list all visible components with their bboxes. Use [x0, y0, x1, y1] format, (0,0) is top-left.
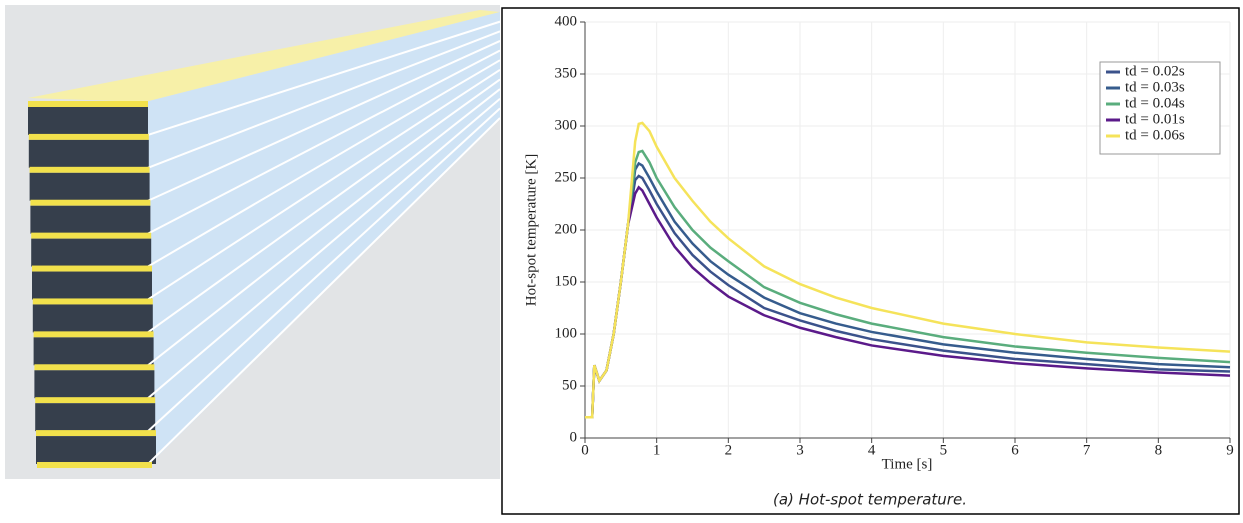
layer-edge: [147, 107, 501, 432]
yellow-strip: [36, 430, 156, 437]
dark-slab: [33, 337, 154, 366]
dark-slab: [31, 238, 152, 267]
yellow-strip: [33, 331, 154, 338]
yellow-strip: [32, 265, 152, 272]
legend-box: [1099, 61, 1221, 155]
x-tick-label: 3: [796, 442, 804, 458]
yellow-strip: [31, 232, 152, 239]
x-tick-label: 1: [653, 442, 661, 458]
x-tick-label: 9: [1226, 442, 1234, 458]
legend-label: td = 0.01s: [1125, 111, 1185, 127]
yellow-strip: [29, 166, 150, 173]
y-tick-label: 150: [555, 273, 578, 289]
top-face: [28, 10, 500, 102]
x-tick-label: 0: [581, 442, 589, 458]
x-tick-label: 7: [1083, 442, 1091, 458]
yellow-strip: [30, 199, 151, 206]
x-tick-label: 8: [1155, 442, 1163, 458]
y-tick-label: 50: [562, 377, 577, 393]
yellow-strip: [37, 462, 152, 468]
y-tick-label: 350: [555, 65, 578, 81]
y-tick-label: 100: [555, 325, 578, 341]
x-tick-label: 6: [1011, 442, 1019, 458]
side-face: [145, 12, 500, 464]
yellow-strip: [28, 133, 149, 140]
y-tick-label: 200: [555, 221, 578, 237]
y-tick-label: 400: [555, 13, 578, 29]
y-tick-label: 0: [570, 429, 578, 445]
yellow-strip: [35, 397, 156, 404]
layer-edge: [147, 39, 501, 202]
yellow-strip: [32, 298, 153, 305]
caption: (a) Hot-spot temperature.: [773, 491, 967, 509]
legend-label: td = 0.03s: [1125, 79, 1185, 95]
dark-slab: [32, 271, 152, 300]
yellow-strip: [34, 364, 155, 371]
dark-slab: [29, 172, 150, 201]
y-tick-label: 300: [555, 117, 578, 133]
stack-illustration: [5, 5, 501, 479]
dark-slab: [35, 403, 156, 432]
dark-slab: [30, 205, 151, 234]
layer-edge: [147, 59, 501, 268]
x-tick-label: 4: [868, 442, 876, 458]
layer-edge: [147, 68, 501, 301]
layer-edge: [147, 78, 501, 334]
y-tick-label: 250: [555, 169, 578, 185]
legend-label: td = 0.04s: [1125, 95, 1185, 111]
layer-edge: [147, 97, 501, 399]
legend-label: td = 0.06s: [1125, 127, 1185, 143]
layer-edge: [147, 117, 501, 465]
legend-label: td = 0.02s: [1125, 63, 1185, 79]
layers: [28, 20, 501, 468]
dark-slab: [28, 107, 148, 135]
x-tick-label: 5: [940, 442, 948, 458]
dark-slab: [36, 436, 156, 464]
layer-edge: [147, 30, 501, 169]
x-axis-label: Time [s]: [882, 456, 933, 472]
layer-edge: [147, 49, 501, 235]
plot: 0 50 100 150 200 250 300 350 400 0 1 2 3 4 5 6 7 8 9 td = 0…: [555, 13, 1234, 458]
y-axis-label: Hot-spot temperature [K]: [523, 154, 539, 306]
series-line: [585, 121, 1231, 419]
layer-edge: [147, 88, 501, 367]
dark-slab: [34, 370, 155, 399]
dark-slab: [28, 139, 149, 168]
layer-edge: [147, 20, 501, 136]
yellow-strip: [28, 101, 148, 107]
dark-slab: [32, 304, 153, 333]
x-tick-label: 2: [725, 442, 733, 458]
